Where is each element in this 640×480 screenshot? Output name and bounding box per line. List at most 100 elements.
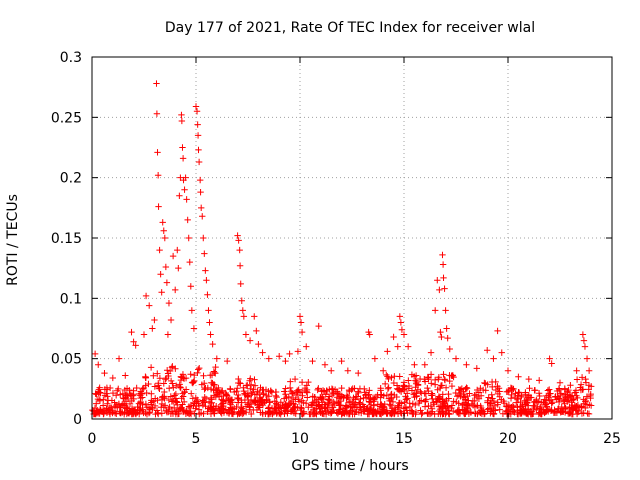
data-point bbox=[154, 172, 162, 179]
data-point bbox=[154, 370, 161, 377]
data-point bbox=[282, 407, 289, 414]
data-point bbox=[172, 390, 180, 398]
data-point bbox=[515, 373, 522, 380]
data-point bbox=[424, 410, 431, 417]
data-point bbox=[377, 385, 384, 392]
data-point bbox=[322, 410, 330, 418]
data-point bbox=[557, 390, 565, 397]
data-point bbox=[253, 327, 260, 335]
data-point bbox=[424, 373, 431, 381]
data-point bbox=[104, 407, 112, 414]
data-point bbox=[263, 397, 270, 404]
data-point bbox=[199, 213, 206, 220]
data-point bbox=[294, 388, 302, 396]
data-point bbox=[397, 319, 405, 326]
data-point bbox=[438, 333, 445, 341]
data-point bbox=[494, 327, 501, 335]
data-point bbox=[367, 405, 374, 413]
data-point bbox=[282, 385, 289, 392]
data-point bbox=[234, 232, 241, 239]
data-point bbox=[320, 395, 327, 403]
data-point bbox=[163, 367, 171, 374]
data-point bbox=[417, 388, 424, 395]
data-point bbox=[505, 406, 512, 414]
data-point bbox=[256, 397, 264, 405]
data-point bbox=[265, 404, 273, 411]
data-point bbox=[338, 410, 345, 418]
data-point bbox=[132, 409, 140, 417]
data-point bbox=[149, 405, 156, 413]
data-point bbox=[168, 398, 176, 405]
data-point bbox=[403, 390, 411, 397]
data-point bbox=[262, 386, 270, 394]
data-point bbox=[237, 280, 244, 288]
data-point bbox=[195, 158, 203, 166]
data-point bbox=[421, 403, 429, 410]
data-point bbox=[537, 403, 544, 411]
data-point bbox=[524, 397, 532, 404]
data-point bbox=[540, 406, 547, 414]
data-point bbox=[93, 408, 100, 416]
data-point bbox=[403, 407, 410, 414]
data-point bbox=[331, 386, 339, 393]
data-point bbox=[225, 396, 232, 404]
data-point bbox=[556, 379, 564, 386]
data-point bbox=[541, 409, 548, 417]
data-point bbox=[379, 409, 386, 416]
data-point bbox=[184, 216, 191, 224]
data-point bbox=[522, 405, 529, 413]
data-point bbox=[151, 383, 159, 390]
data-point bbox=[581, 343, 589, 350]
data-point bbox=[295, 398, 303, 405]
data-point bbox=[429, 391, 436, 399]
data-point bbox=[132, 342, 139, 349]
data-point bbox=[424, 384, 431, 392]
data-point bbox=[172, 286, 179, 294]
data-point bbox=[355, 399, 363, 406]
data-point bbox=[311, 393, 318, 401]
data-point bbox=[393, 385, 401, 392]
data-point bbox=[248, 410, 255, 418]
data-point bbox=[394, 410, 402, 418]
axis-ticks: 0 5 10 15 20 25 0 0.05 0.1 0.15 0.2 0.25 0.3 bbox=[51, 50, 621, 447]
data-point bbox=[190, 325, 198, 332]
data-point bbox=[553, 409, 561, 417]
data-point bbox=[297, 319, 305, 326]
data-point bbox=[155, 410, 162, 418]
data-point bbox=[442, 384, 450, 391]
data-point bbox=[475, 408, 483, 416]
data-point bbox=[181, 186, 188, 193]
data-point bbox=[383, 391, 391, 399]
data-point bbox=[305, 404, 312, 411]
data-point bbox=[187, 371, 194, 378]
data-points bbox=[89, 80, 595, 418]
data-point bbox=[484, 406, 491, 413]
data-point bbox=[398, 326, 406, 333]
data-point bbox=[549, 399, 556, 406]
data-point bbox=[390, 379, 398, 387]
data-point bbox=[415, 399, 423, 407]
data-point bbox=[401, 383, 408, 391]
data-point bbox=[520, 409, 528, 416]
data-point bbox=[371, 355, 379, 362]
data-point bbox=[473, 386, 481, 394]
data-point bbox=[182, 386, 190, 393]
data-point bbox=[91, 350, 99, 358]
data-point bbox=[143, 410, 151, 418]
y-tick-label: 0.2 bbox=[60, 171, 82, 187]
data-point bbox=[500, 399, 508, 407]
data-point bbox=[443, 325, 450, 332]
data-point bbox=[384, 348, 391, 355]
data-point bbox=[455, 386, 463, 393]
data-point bbox=[157, 404, 165, 411]
data-point bbox=[201, 380, 208, 387]
data-point bbox=[104, 397, 112, 404]
data-point bbox=[488, 404, 496, 412]
data-point bbox=[168, 364, 176, 371]
data-point bbox=[290, 407, 298, 415]
data-point bbox=[189, 379, 197, 387]
data-point bbox=[203, 277, 210, 284]
data-point bbox=[182, 174, 189, 181]
data-point bbox=[577, 381, 585, 388]
